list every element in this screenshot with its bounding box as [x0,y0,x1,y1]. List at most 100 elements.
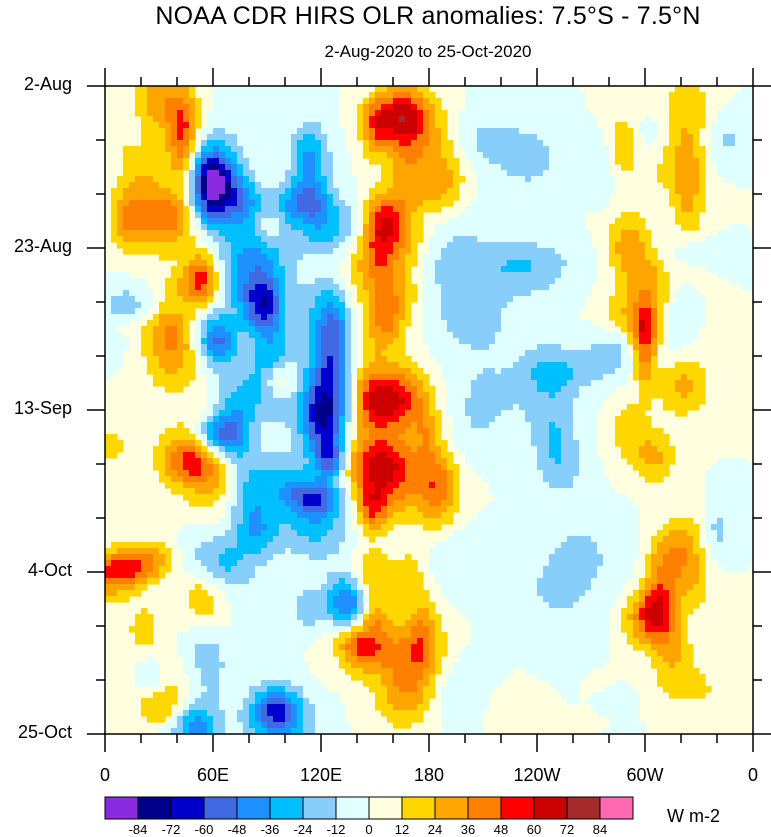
anomaly-cell [741,272,748,279]
anomaly-cell [387,284,394,291]
anomaly-cell [387,242,394,249]
anomaly-cell [303,428,310,435]
anomaly-cell [285,314,292,321]
anomaly-cell [675,110,682,117]
anomaly-cell [417,98,424,105]
anomaly-cell [279,182,286,189]
anomaly-cell [135,86,142,93]
anomaly-cell [471,338,478,345]
anomaly-cell [219,302,226,309]
anomaly-cell [549,428,556,435]
anomaly-cell [177,86,184,93]
anomaly-cell [525,152,532,159]
anomaly-cell [567,422,574,429]
anomaly-cell [567,134,574,141]
anomaly-cell [441,116,448,123]
anomaly-cell [423,434,430,441]
anomaly-cell [459,134,466,141]
anomaly-cell [225,236,232,243]
anomaly-cell [567,434,574,441]
anomaly-cell [255,200,262,207]
anomaly-cell [513,206,520,213]
anomaly-cell [111,236,118,243]
anomaly-cell [483,230,490,237]
anomaly-cell [687,206,694,213]
anomaly-cell [531,122,538,129]
anomaly-cell [153,134,160,141]
anomaly-cell [531,242,538,249]
anomaly-cell [165,176,172,183]
anomaly-cell [117,302,124,309]
anomaly-cell [561,128,568,135]
anomaly-cell [303,338,310,345]
anomaly-cell [399,92,406,99]
anomaly-cell [579,206,586,213]
anomaly-cell [315,134,322,141]
anomaly-cell [297,368,304,375]
anomaly-cell [165,110,172,117]
anomaly-cell [519,164,526,171]
anomaly-cell [177,122,184,129]
anomaly-cell [681,152,688,159]
anomaly-cell [141,92,148,99]
anomaly-cell [183,218,190,225]
anomaly-cell [507,188,514,195]
anomaly-cell [369,362,376,369]
anomaly-cell [687,104,694,111]
anomaly-cell [237,170,244,177]
anomaly-cell [219,236,226,243]
anomaly-cell [369,428,376,435]
anomaly-cell [381,392,388,399]
anomaly-cell [567,170,574,177]
anomaly-cell [291,152,298,159]
anomaly-cell [621,218,628,225]
anomaly-cell [435,128,442,135]
anomaly-cell [465,92,472,99]
anomaly-cell [249,122,256,129]
anomaly-cell [735,104,742,111]
anomaly-cell [429,188,436,195]
anomaly-cell [675,332,682,339]
anomaly-cell [267,236,274,243]
anomaly-cell [669,344,676,351]
anomaly-cell [543,170,550,177]
anomaly-cell [519,98,526,105]
anomaly-cell [171,344,178,351]
anomaly-cell [387,230,394,237]
anomaly-cell [237,308,244,315]
anomaly-cell [675,302,682,309]
anomaly-cell [231,266,238,273]
anomaly-cell [681,158,688,165]
anomaly-cell [321,422,328,429]
anomaly-cell [153,224,160,231]
anomaly-cell [693,320,700,327]
anomaly-cell [705,254,712,261]
anomaly-cell [141,236,148,243]
anomaly-cell [657,320,664,327]
anomaly-cell [393,302,400,309]
anomaly-cell [579,374,586,381]
anomaly-cell [369,416,376,423]
anomaly-cell [681,398,688,405]
anomaly-cell [213,278,220,285]
anomaly-cell [531,278,538,285]
anomaly-cell [261,206,268,213]
anomaly-cell [177,332,184,339]
anomaly-cell [381,200,388,207]
anomaly-cell [267,206,274,213]
anomaly-cell [255,320,262,327]
anomaly-cell [201,224,208,231]
anomaly-cell [747,152,753,159]
anomaly-cell [393,428,400,435]
anomaly-cell [225,230,232,237]
anomaly-cell [405,422,412,429]
anomaly-cell [225,428,232,435]
anomaly-cell [207,128,214,135]
anomaly-cell [237,116,244,123]
anomaly-cell [543,104,550,111]
anomaly-cell [249,188,256,195]
anomaly-cell [225,98,232,105]
anomaly-cell [219,164,226,171]
anomaly-cell [393,398,400,405]
anomaly-cell [435,356,442,363]
